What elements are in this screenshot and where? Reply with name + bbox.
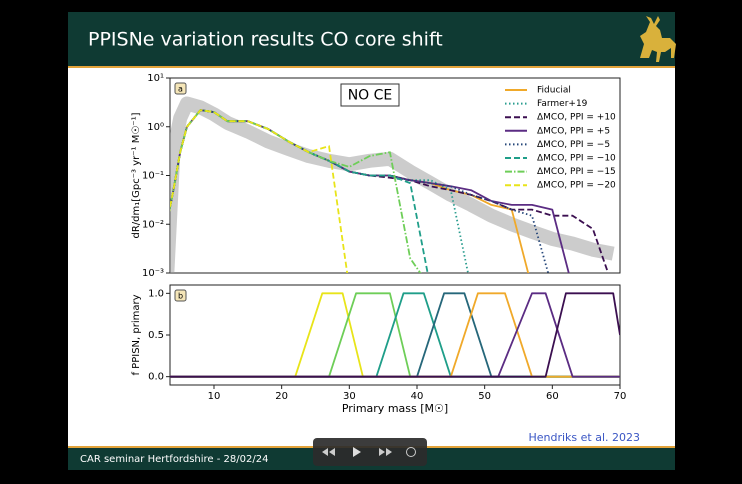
y-tick-label: 10⁰ bbox=[147, 122, 164, 133]
legend-label: Fiducial bbox=[537, 86, 571, 96]
y-tick-label: 0.5 bbox=[148, 330, 164, 341]
legend-label: ΔMCO, PPI = −5 bbox=[537, 140, 610, 150]
plots: 10⁻³ 10⁻² 10⁻¹ 10⁰ 10¹ dR/dm₁[Gpc⁻³ yr⁻¹ M☉⁻¹… bbox=[131, 73, 626, 415]
panel-label: a bbox=[178, 85, 183, 94]
y-tick-label: 10¹ bbox=[147, 73, 164, 84]
x-tick-label: 50 bbox=[478, 391, 491, 402]
series-group bbox=[170, 292, 620, 378]
series-line bbox=[170, 109, 550, 273]
panel-label-box bbox=[174, 289, 187, 302]
y-tick-label: 10⁻² bbox=[142, 219, 164, 230]
y-tick-label: 0.0 bbox=[148, 372, 164, 383]
panel-label: b bbox=[178, 292, 183, 301]
legend-label: Farmer+19 bbox=[537, 99, 588, 109]
slide-title: PPISNe variation results CO core shift bbox=[88, 29, 443, 51]
annotation-box bbox=[340, 83, 400, 107]
series-line bbox=[170, 109, 349, 273]
x-tick-label: 70 bbox=[614, 391, 627, 402]
legend-label: ΔMCO, PPI = +5 bbox=[537, 126, 610, 136]
series-line bbox=[170, 292, 620, 378]
y-tick-label: 1.0 bbox=[148, 288, 164, 299]
play-button[interactable] bbox=[353, 447, 361, 457]
legend-label: ΔMCO, PPI = −20 bbox=[537, 181, 616, 191]
legend-label: ΔMCO, PPI = −10 bbox=[537, 154, 616, 164]
model-band bbox=[170, 96, 615, 273]
video-controls bbox=[313, 438, 427, 466]
x-axis-label: Primary mass [M☉] bbox=[342, 402, 448, 415]
x-tick-label: 40 bbox=[411, 391, 424, 402]
header bbox=[68, 12, 675, 67]
rewind-button[interactable] bbox=[322, 448, 335, 456]
footer-text: CAR seminar Hertfordshire - 28/02/24 bbox=[80, 454, 268, 465]
x-tick-label: 60 bbox=[546, 391, 559, 402]
series-line bbox=[170, 109, 610, 273]
y-axis-label: dR/dm₁[Gpc⁻³ yr⁻¹ M☉⁻¹] bbox=[131, 112, 142, 238]
citation: Hendriks et al. 2023 bbox=[528, 431, 640, 444]
series-group bbox=[170, 96, 615, 273]
forward-button[interactable] bbox=[379, 448, 392, 456]
close-button[interactable] bbox=[406, 447, 416, 457]
annotation: NO CE bbox=[348, 88, 393, 104]
legend-label: ΔMCO, PPI = −15 bbox=[537, 167, 616, 177]
logo bbox=[640, 16, 676, 62]
y-tick-label: 10⁻³ bbox=[142, 268, 164, 279]
legend-label: ΔMCO, PPI = +10 bbox=[537, 113, 616, 123]
panel-label-box bbox=[174, 82, 187, 95]
x-tick-label: 20 bbox=[275, 391, 288, 402]
y-tick-label: 10⁻¹ bbox=[142, 171, 164, 182]
controls-bar bbox=[313, 438, 427, 466]
x-tick-label: 10 bbox=[208, 391, 221, 402]
x-tick-label: 30 bbox=[343, 391, 356, 402]
header-rule bbox=[68, 66, 675, 68]
y-axis-label: f PPISN, primary bbox=[131, 294, 142, 375]
